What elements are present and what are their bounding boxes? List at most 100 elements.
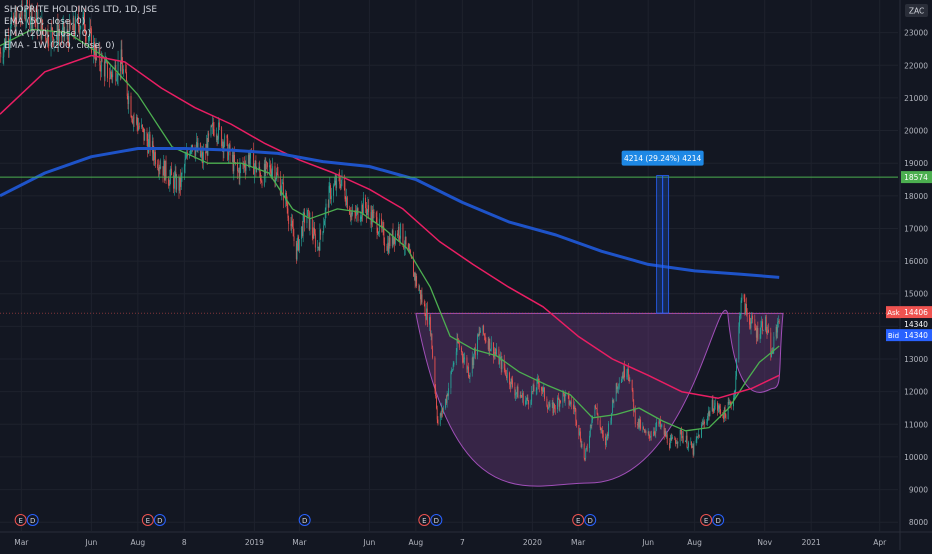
candle — [212, 115, 213, 134]
candle-body — [101, 57, 102, 72]
candle-body — [628, 369, 629, 376]
candle — [105, 52, 106, 81]
legend-ema50[interactable]: EMA (50, close, 0) — [4, 16, 157, 28]
candle — [351, 207, 352, 221]
candle-body — [479, 332, 480, 336]
candle — [456, 348, 457, 365]
candle-body — [142, 125, 143, 128]
candle-body — [443, 408, 444, 412]
candle-body — [110, 71, 111, 79]
candle-body — [541, 387, 542, 391]
candle-body — [570, 402, 571, 405]
candle — [532, 391, 533, 394]
candle — [725, 413, 726, 421]
legend-ema200[interactable]: EMA (200, close, 0) — [4, 28, 157, 40]
candle-body — [672, 437, 673, 438]
candle — [309, 211, 310, 231]
candle — [741, 298, 742, 319]
candle — [521, 391, 522, 398]
candle — [746, 297, 747, 316]
candle-body — [496, 349, 497, 354]
candle — [373, 205, 374, 223]
candle — [656, 418, 657, 431]
candle — [283, 174, 284, 208]
candle — [741, 293, 742, 303]
candle — [367, 197, 368, 215]
candle — [261, 175, 262, 183]
candle — [516, 392, 517, 399]
candle-body — [238, 170, 239, 171]
candle-body — [100, 65, 101, 71]
candle-body — [3, 57, 4, 58]
event-marker-letter: D — [434, 517, 439, 525]
legend-symbol[interactable]: SHOPRITE HOLDINGS LTD, 1D, JSE — [4, 4, 157, 16]
candle-body — [158, 168, 159, 171]
candle — [473, 354, 474, 369]
candle — [414, 272, 415, 281]
legend-ema1w[interactable]: EMA - 1W (200, close, 0) — [4, 40, 157, 52]
candle — [405, 231, 406, 256]
candle-body — [441, 408, 442, 415]
candle-body — [249, 155, 250, 164]
candle-body — [420, 290, 421, 299]
candle-body — [532, 391, 533, 392]
candle-body — [707, 416, 708, 421]
candle — [685, 440, 686, 442]
candle-body — [435, 358, 436, 389]
candle-body — [544, 388, 545, 399]
candle — [432, 346, 433, 360]
candle-body — [676, 443, 677, 444]
currency-badge[interactable]: ZAC — [905, 4, 928, 17]
candle — [621, 377, 622, 383]
candle — [707, 413, 708, 426]
candle — [688, 441, 689, 452]
candle-body — [0, 52, 1, 57]
candle-body — [554, 404, 555, 409]
candle-body — [232, 155, 233, 156]
candle-body — [623, 366, 624, 378]
candle-body — [307, 210, 308, 216]
candle — [291, 214, 292, 234]
candle — [160, 158, 161, 169]
candle-body — [350, 214, 351, 217]
candle-body — [480, 330, 481, 332]
time-tick-label: Jun — [85, 538, 98, 547]
last-price-tag: 14340 — [904, 320, 928, 329]
candle — [266, 161, 267, 169]
candle — [521, 395, 522, 398]
candle-body — [270, 165, 271, 171]
candle-body — [117, 77, 118, 80]
candle-body — [120, 61, 121, 71]
time-tick-label: Aug — [131, 538, 146, 547]
candle — [530, 400, 531, 408]
candle — [150, 132, 151, 156]
candle-body — [415, 276, 416, 281]
candle-body — [517, 387, 518, 393]
candle — [744, 294, 745, 302]
candle — [185, 152, 186, 174]
candle — [137, 118, 138, 135]
candle — [280, 171, 281, 196]
candle-body — [302, 226, 303, 236]
candle — [528, 400, 529, 409]
time-tick-label: 7 — [460, 538, 465, 547]
candle-body — [701, 424, 702, 437]
candle-body — [383, 227, 384, 243]
candle — [761, 316, 762, 327]
candle-body — [585, 458, 586, 459]
candle-body — [608, 423, 609, 436]
candle-body — [688, 442, 689, 447]
candle — [307, 210, 308, 217]
candle-body — [371, 212, 372, 224]
candle-body — [269, 165, 270, 167]
candle-body — [550, 404, 551, 407]
candle — [243, 161, 244, 173]
candle-body — [644, 429, 645, 432]
candle — [239, 168, 240, 185]
candle — [582, 441, 583, 449]
candle — [547, 405, 548, 413]
candle-body — [365, 198, 366, 208]
candle-body — [281, 184, 282, 192]
